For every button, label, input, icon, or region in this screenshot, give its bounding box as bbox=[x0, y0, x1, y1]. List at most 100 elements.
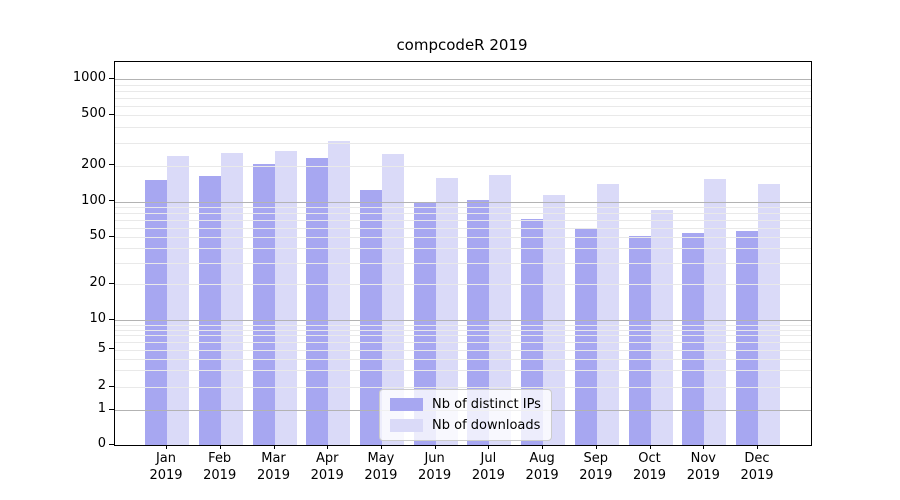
y-tick-mark-10 bbox=[109, 318, 114, 320]
x-tick-label-nov: Nov 2019 bbox=[671, 450, 735, 484]
x-tick-label-feb: Feb 2019 bbox=[188, 450, 252, 484]
minor-gridline-2 bbox=[115, 387, 811, 388]
x-tick-label-sep: Sep 2019 bbox=[564, 450, 628, 484]
legend-label-distinct-ips: Nb of distinct IPs bbox=[432, 397, 541, 412]
legend-item-downloads: Nb of downloads bbox=[390, 418, 541, 433]
y-tick-label-0: 0 bbox=[97, 436, 106, 451]
y-tick-label-2: 2 bbox=[97, 378, 106, 393]
x-tick-label-mar: Mar 2019 bbox=[242, 450, 306, 484]
x-tick-month: Sep bbox=[583, 451, 609, 466]
legend-label-downloads: Nb of downloads bbox=[432, 418, 541, 433]
x-tick-year: 2019 bbox=[149, 468, 183, 483]
minor-gridline-70 bbox=[115, 219, 811, 221]
minor-gridline-6 bbox=[115, 341, 811, 343]
x-tick-month: Jan bbox=[155, 451, 177, 466]
minor-gridline-7 bbox=[115, 335, 811, 337]
minor-gridline-600 bbox=[115, 105, 811, 107]
y-tick-label-1: 1 bbox=[97, 401, 106, 416]
plot-area: Nb of distinct IPs Nb of downloads bbox=[114, 61, 812, 446]
bar-ips-jun bbox=[413, 202, 436, 445]
x-tick-year: 2019 bbox=[256, 468, 291, 483]
legend-swatch-downloads bbox=[390, 419, 423, 432]
minor-gridline-30 bbox=[115, 263, 811, 265]
x-tick-month: Oct bbox=[638, 451, 661, 466]
major-gridline-10 bbox=[115, 320, 811, 321]
x-tick-label-jan: Jan 2019 bbox=[134, 450, 198, 484]
y-tick-label-50: 50 bbox=[89, 228, 106, 243]
minor-gridline-200 bbox=[115, 165, 811, 167]
minor-gridline-60 bbox=[115, 227, 811, 229]
y-tick-label-500: 500 bbox=[81, 106, 106, 121]
x-tick-month: Nov bbox=[690, 451, 716, 466]
x-tick-mark-mar bbox=[273, 445, 275, 449]
minor-gridline-400 bbox=[115, 127, 811, 129]
x-tick-month: May bbox=[367, 451, 395, 466]
x-tick-label-aug: Aug 2019 bbox=[510, 450, 574, 484]
minor-gridline-9 bbox=[115, 324, 811, 326]
bar-ips-oct bbox=[628, 236, 651, 445]
minor-gridline-900 bbox=[115, 84, 811, 86]
y-tick-mark-200 bbox=[109, 164, 114, 165]
x-tick-year: 2019 bbox=[471, 468, 505, 483]
x-tick-month: Aug bbox=[529, 451, 555, 466]
x-tick-label-apr: Apr 2019 bbox=[295, 450, 359, 484]
bar-downloads-dec bbox=[758, 184, 780, 445]
x-tick-month: Dec bbox=[744, 451, 770, 466]
y-tick-label-5: 5 bbox=[97, 340, 106, 356]
minor-gridline-8 bbox=[115, 329, 811, 331]
x-tick-label-jul: Jul 2019 bbox=[456, 450, 520, 484]
minor-gridline-700 bbox=[115, 97, 811, 99]
bar-ips-jan bbox=[145, 180, 167, 445]
x-tick-mark-oct bbox=[649, 445, 651, 449]
x-tick-mark-sep bbox=[595, 445, 597, 449]
x-tick-mark-jun bbox=[434, 445, 436, 449]
x-tick-mark-jan bbox=[166, 445, 167, 449]
bar-downloads-jul bbox=[489, 175, 512, 445]
x-tick-mark-feb bbox=[219, 445, 221, 449]
major-gridline-100 bbox=[115, 201, 811, 203]
x-tick-mark-dec bbox=[757, 445, 758, 449]
y-tick-mark-1000 bbox=[109, 77, 114, 79]
y-tick-mark-0 bbox=[109, 443, 114, 445]
x-tick-label-oct: Oct 2019 bbox=[618, 450, 682, 484]
y-tick-mark-5 bbox=[109, 348, 114, 349]
y-tick-label-10: 10 bbox=[89, 311, 106, 326]
x-tick-mark-nov bbox=[703, 445, 705, 449]
x-tick-year: 2019 bbox=[740, 468, 774, 483]
chart-title: compcodeR 2019 bbox=[396, 36, 528, 54]
major-gridline-1000 bbox=[115, 79, 811, 80]
minor-gridline-20 bbox=[115, 284, 811, 285]
minor-gridline-90 bbox=[115, 206, 811, 208]
x-tick-label-dec: Dec 2019 bbox=[725, 450, 789, 484]
x-tick-mark-jul bbox=[488, 445, 490, 449]
minor-gridline-800 bbox=[115, 90, 811, 92]
x-tick-year: 2019 bbox=[632, 468, 667, 483]
x-tick-mark-aug bbox=[542, 445, 544, 449]
bar-ips-nov bbox=[682, 233, 705, 445]
bar-downloads-apr bbox=[328, 141, 351, 445]
x-tick-year: 2019 bbox=[686, 468, 720, 483]
y-tick-label-1000: 1000 bbox=[72, 70, 106, 85]
x-tick-month: Mar bbox=[261, 451, 286, 466]
bar-downloads-oct bbox=[650, 209, 673, 445]
x-tick-month: Jul bbox=[480, 451, 497, 466]
y-tick-mark-2 bbox=[109, 385, 114, 387]
minor-gridline-300 bbox=[115, 143, 811, 145]
y-tick-mark-100 bbox=[109, 200, 114, 201]
x-tick-month: Feb bbox=[208, 451, 232, 466]
minor-gridline-3 bbox=[115, 370, 811, 372]
x-tick-year: 2019 bbox=[310, 468, 344, 483]
minor-gridline-50 bbox=[115, 237, 811, 238]
legend-item-distinct-ips: Nb of distinct IPs bbox=[390, 397, 541, 412]
x-tick-year: 2019 bbox=[525, 468, 559, 483]
bar-downloads-may bbox=[381, 154, 404, 445]
minor-gridline-500 bbox=[115, 115, 811, 116]
bar-ips-aug bbox=[521, 219, 544, 445]
minor-gridline-80 bbox=[115, 212, 811, 214]
bar-ips-sep bbox=[574, 229, 597, 445]
bar-ips-may bbox=[359, 190, 382, 445]
bar-downloads-nov bbox=[704, 179, 727, 445]
x-tick-label-jun: Jun 2019 bbox=[403, 450, 467, 484]
x-tick-label-may: May 2019 bbox=[349, 450, 413, 484]
